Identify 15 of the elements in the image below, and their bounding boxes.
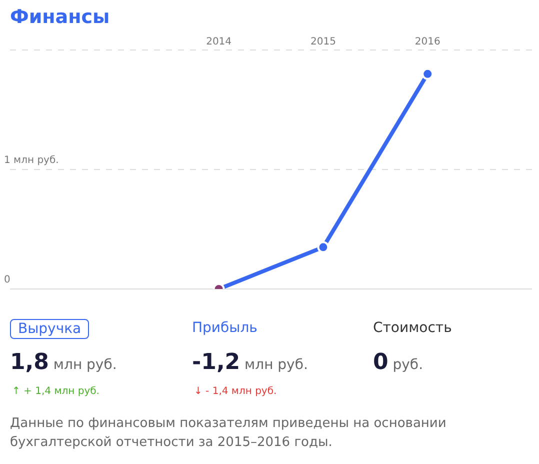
text: ↓ - 1,4 млн руб. xyxy=(194,386,277,397)
x-tick-label: 2014 xyxy=(206,36,232,48)
y-tick-label: 1 млн руб. xyxy=(4,155,59,166)
x-tick-label: 2015 xyxy=(310,36,336,48)
text: ↑ + 1,4 млн руб. xyxy=(12,386,100,397)
text: Выручка xyxy=(10,319,90,339)
text: Прибыль xyxy=(192,319,258,337)
chart-title: Финансы xyxy=(10,6,110,28)
text: -1,2 млн руб. xyxy=(192,350,308,375)
text: Данные по финансовым показателям приведены на основании бухгалтерской отчетности за 2015–2016 годы. xyxy=(10,415,448,452)
text: 0 руб. xyxy=(373,350,424,375)
y-tick-label: 0 xyxy=(4,274,10,286)
text: Стоимость xyxy=(373,319,452,337)
text: 1,8 млн руб. xyxy=(10,350,117,375)
x-tick-label: 2016 xyxy=(414,36,440,48)
